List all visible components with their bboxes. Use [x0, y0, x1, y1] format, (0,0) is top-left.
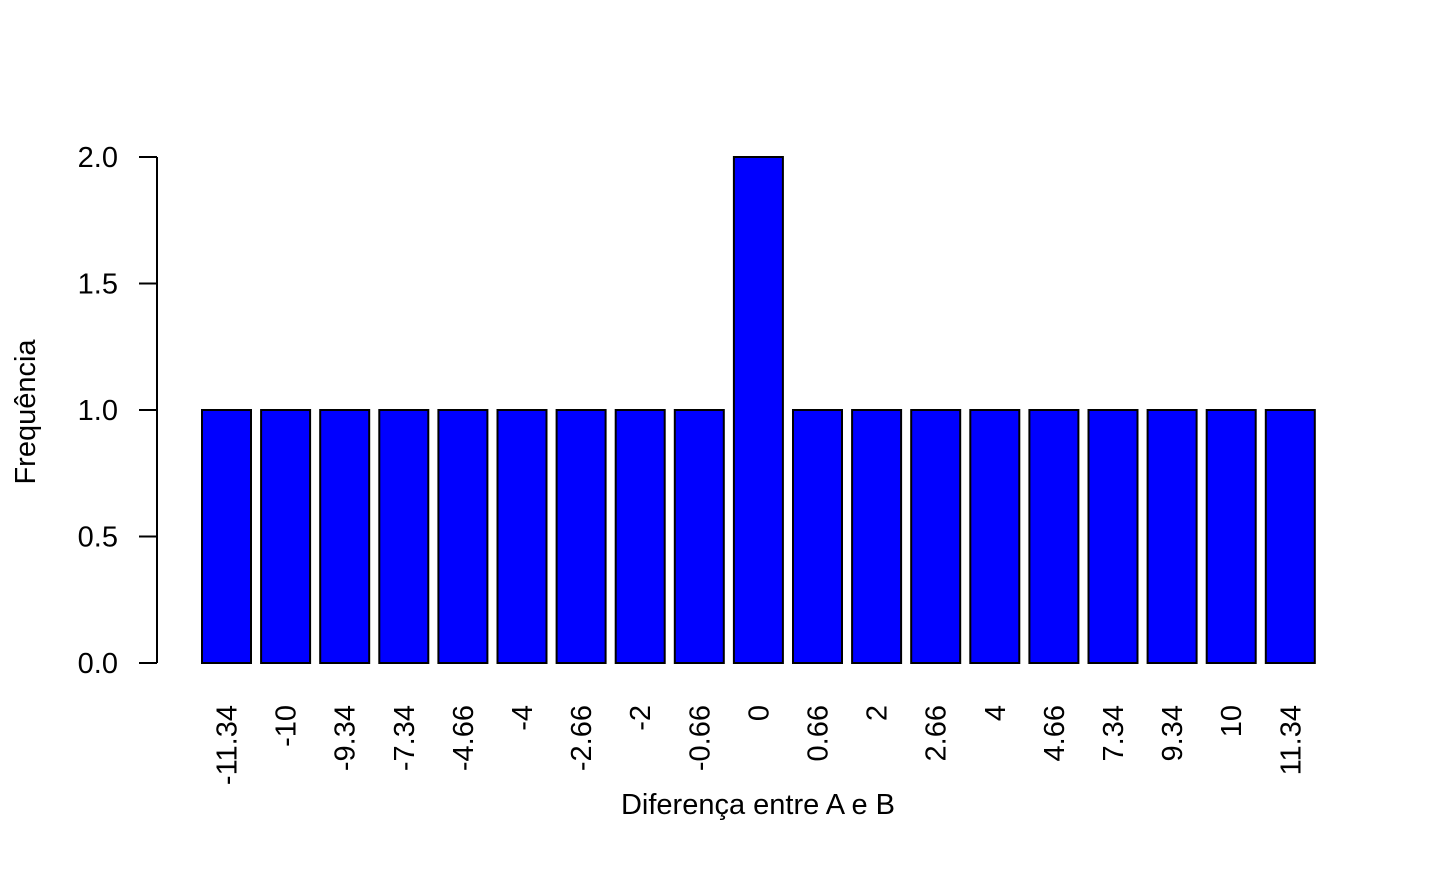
- x-tick-label: -11.34: [212, 705, 244, 785]
- bar: [851, 409, 903, 664]
- bar: [201, 409, 252, 664]
- bar: [1087, 409, 1139, 664]
- bar: [1028, 409, 1080, 664]
- y-tick-label: 0.0: [78, 648, 118, 680]
- x-tick-label: -0.66: [684, 705, 716, 771]
- bar: [555, 409, 607, 664]
- bar: [319, 409, 371, 664]
- bar: [910, 409, 962, 664]
- y-tick-label: 1.5: [78, 269, 118, 301]
- bar: [1264, 409, 1316, 664]
- x-tick-label: -2: [625, 705, 657, 731]
- bar: [614, 409, 666, 664]
- x-tick-label: 0.66: [803, 705, 835, 761]
- x-tick-label: -2.66: [566, 705, 598, 771]
- x-tick-label: 4: [980, 705, 1012, 721]
- y-tick-label: 0.5: [78, 522, 118, 554]
- bar: [437, 409, 489, 664]
- x-tick-label: 0: [743, 705, 775, 721]
- x-tick-label: -7.34: [389, 705, 421, 771]
- x-tick-label: 7.34: [1098, 705, 1130, 761]
- x-tick-label: 4.66: [1039, 705, 1071, 761]
- bar: [792, 409, 843, 664]
- x-tick-label: -10: [271, 705, 303, 747]
- x-tick-labels: -11.34 -10 -9.34 -7.34 -4.66 -4 -2.66 -2 -0.66 0 0…: [212, 705, 1308, 785]
- y-axis-title: Frequência: [10, 339, 42, 485]
- y-tick-label: 1.0: [78, 395, 118, 427]
- bar: [496, 409, 548, 664]
- x-tick-label: 11.34: [1275, 705, 1307, 775]
- bar: [673, 409, 725, 664]
- x-tick-label: -4: [507, 705, 539, 731]
- bars: [201, 156, 1316, 664]
- y-axis: 0.0 0.5 1.0 1.5 2.0: [78, 142, 158, 680]
- x-tick-label: 2.66: [921, 705, 953, 761]
- bar: [260, 409, 312, 664]
- x-tick-label: 9.34: [1157, 705, 1189, 761]
- x-tick-label: 2: [862, 705, 894, 721]
- bar: [969, 409, 1021, 664]
- bar: [1146, 409, 1198, 664]
- y-tick-label: 2.0: [78, 142, 118, 174]
- x-tick-label: 10: [1216, 705, 1248, 737]
- x-axis-title: Diferença entre A e B: [621, 789, 895, 821]
- bar: [1205, 409, 1257, 664]
- bar: [732, 156, 784, 664]
- x-tick-label: -4.66: [448, 705, 480, 771]
- x-tick-label: -9.34: [330, 705, 362, 771]
- bar: [378, 409, 430, 664]
